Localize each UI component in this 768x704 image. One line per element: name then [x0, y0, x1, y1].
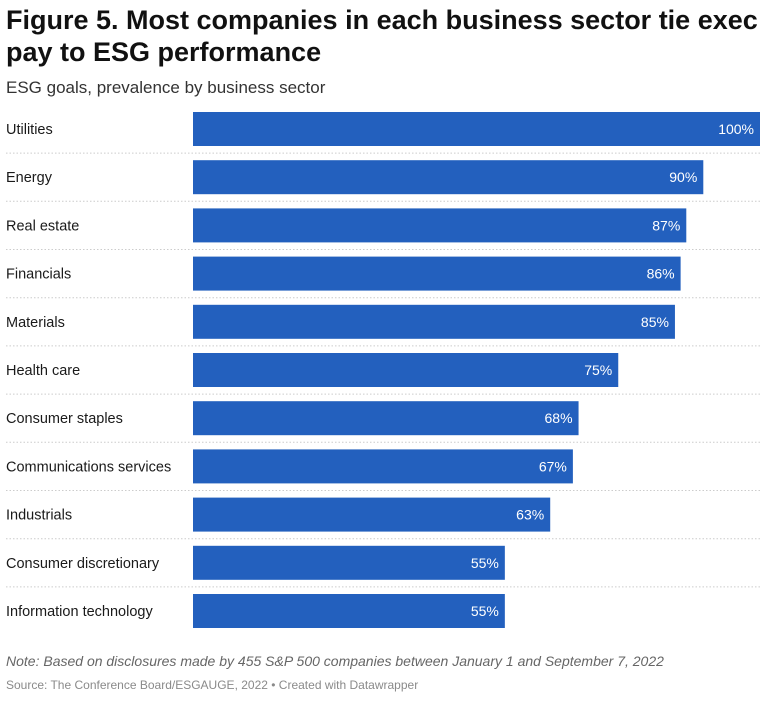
bar [193, 208, 687, 243]
bar-value-label: 87% [652, 217, 680, 233]
category-label: Financials [6, 267, 71, 283]
chart-source: Source: The Conference Board/ESGAUGE, 20… [6, 678, 419, 692]
category-label: Real estate [6, 218, 79, 234]
bar-value-label: 90% [669, 169, 697, 185]
bar [193, 304, 675, 339]
bar-value-label: 75% [584, 362, 612, 378]
bar-value-label: 67% [539, 458, 567, 474]
category-label: Information technology [6, 604, 153, 620]
bar-value-label: 86% [647, 266, 675, 282]
bar [193, 112, 760, 146]
bar [193, 353, 619, 387]
bar-value-label: 68% [545, 410, 573, 426]
bar [193, 497, 551, 532]
chart-note: Note: Based on disclosures made by 455 S… [6, 653, 664, 669]
bar-value-label: 100% [718, 121, 754, 137]
bar-chart: Utilities 100% Energy 90% Real estate 87% Fina… [6, 112, 760, 628]
category-label: Utilities [6, 122, 53, 138]
category-label: Materials [6, 315, 65, 331]
category-label: Energy [6, 170, 53, 186]
bar [193, 545, 505, 580]
bar [193, 160, 704, 195]
bar-value-label: 85% [641, 314, 669, 330]
category-label: Consumer discretionary [6, 556, 160, 572]
bar [193, 256, 681, 291]
category-label: Consumer staples [6, 411, 123, 427]
chart-title: Figure 5. Most companies in each busines… [6, 5, 758, 67]
bar-value-label: 63% [516, 507, 544, 523]
chart-subtitle: ESG goals, prevalence by business sector [6, 78, 326, 97]
bar [193, 401, 579, 436]
bar-value-label: 55% [471, 555, 499, 571]
bar [193, 594, 505, 628]
category-label: Health care [6, 363, 80, 379]
category-label: Communications services [6, 459, 171, 475]
category-label: Industrials [6, 508, 72, 524]
bar-value-label: 55% [471, 603, 499, 619]
bar [193, 449, 573, 484]
